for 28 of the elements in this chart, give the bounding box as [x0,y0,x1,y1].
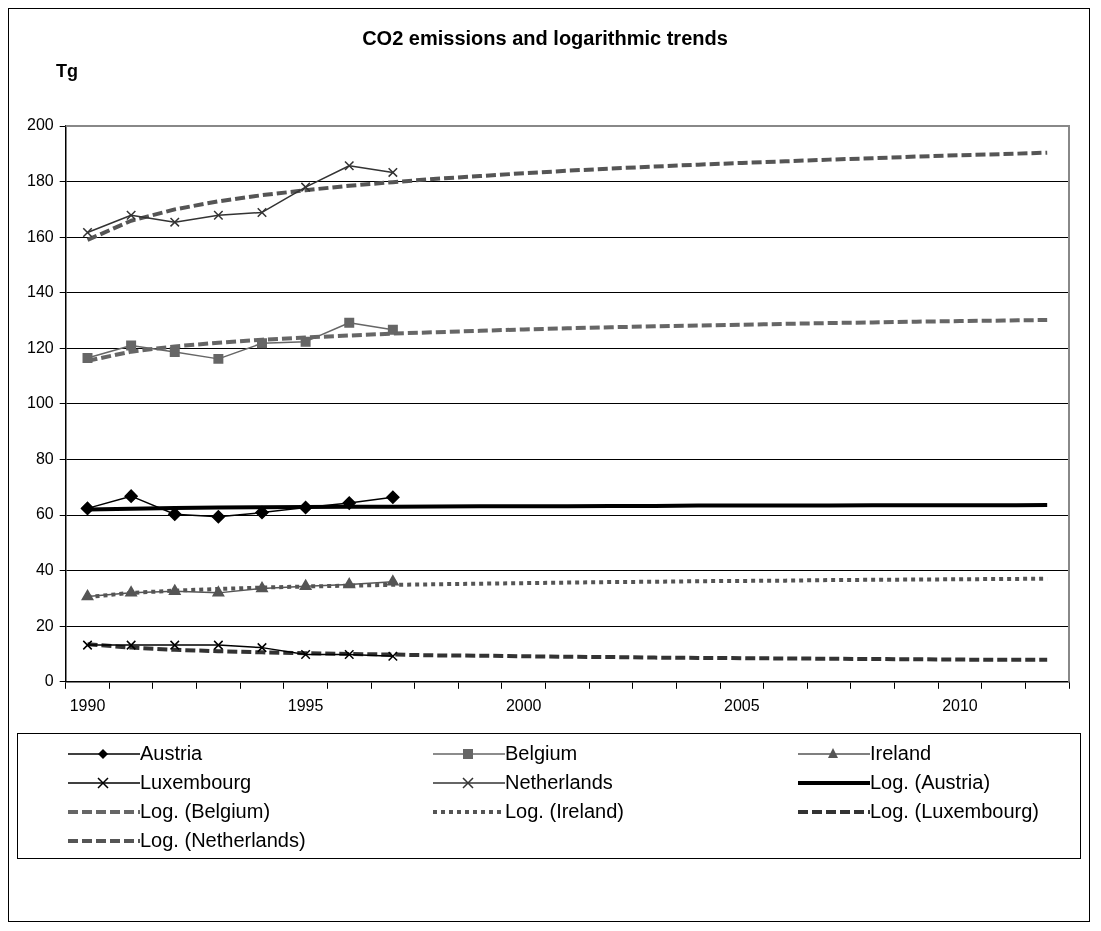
y-tick-label: 80 [35,449,54,467]
x-tick-label: 1990 [69,696,106,714]
legend-label: Log. (Ireland) [505,800,624,823]
legend-label: Log. (Austria) [870,771,991,794]
legend-label: Log. (Luxembourg) [870,800,1039,823]
y-tick-label: 120 [26,338,54,356]
y-tick-label: 100 [26,394,54,412]
x-tick-label: 2005 [724,696,760,714]
y-tick-label: 180 [26,171,54,189]
legend-label: Log. (Belgium) [140,800,271,823]
chart-title: CO2 emissions and logarithmic trends [362,26,728,49]
legend-label: Netherlands [505,771,613,794]
y-tick-label: 40 [35,561,54,579]
y-tick-label: 0 [44,672,54,690]
x-tick-label: 2000 [505,696,542,714]
y-tick-label: 160 [26,227,54,245]
x-tick-label: 1995 [287,696,324,714]
x-tick-label: 2010 [942,696,978,714]
y-tick-label: 200 [26,116,54,134]
legend-label: Ireland [870,742,932,765]
y-tick-label: 20 [35,616,54,634]
y-tick-label: 140 [26,283,54,301]
legend-label: Austria [140,742,203,765]
legend-label: Luxembourg [140,771,252,794]
y-axis-title: Tg [56,61,78,82]
legend-label: Log. (Netherlands) [140,829,306,852]
legend-label: Belgium [505,742,578,765]
y-tick-label: 60 [35,505,54,523]
